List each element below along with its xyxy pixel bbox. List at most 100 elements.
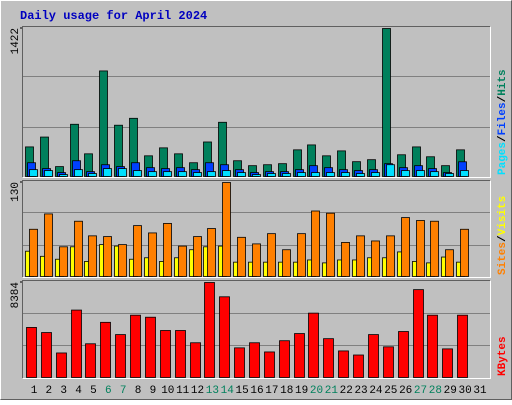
bar bbox=[401, 170, 410, 177]
bar bbox=[353, 354, 364, 378]
bar bbox=[148, 171, 157, 177]
legend-entry: Pages bbox=[497, 142, 509, 175]
bar bbox=[29, 228, 38, 277]
bar bbox=[308, 312, 319, 378]
x-tick-label: 23 bbox=[354, 385, 367, 397]
bar bbox=[88, 235, 97, 277]
x-tick-label: 30 bbox=[459, 385, 472, 397]
bar bbox=[279, 340, 290, 378]
bar bbox=[26, 327, 37, 378]
x-tick-label: 10 bbox=[161, 385, 174, 397]
legend-entry: Visits bbox=[497, 196, 509, 236]
bar bbox=[99, 70, 108, 177]
bar bbox=[383, 346, 394, 378]
plot-bevel-dark bbox=[22, 180, 491, 278]
plot-bevel-light bbox=[22, 26, 491, 178]
bar bbox=[445, 249, 454, 277]
bar bbox=[85, 343, 96, 378]
bar bbox=[297, 233, 306, 277]
bar bbox=[193, 236, 202, 277]
legend-entry: KBytes bbox=[497, 336, 509, 376]
bar bbox=[338, 350, 349, 378]
x-tick-label: 20 bbox=[310, 385, 323, 397]
bar bbox=[193, 172, 202, 177]
plot-bevel-dark bbox=[22, 280, 491, 379]
legend-entry: Hits bbox=[497, 69, 509, 95]
x-tick-label: 15 bbox=[236, 385, 249, 397]
bar bbox=[267, 173, 276, 177]
bar bbox=[74, 220, 83, 277]
bar bbox=[190, 342, 201, 378]
bar bbox=[118, 168, 127, 177]
x-tick-label: 5 bbox=[90, 385, 97, 397]
legend: Sites/Visits bbox=[497, 196, 509, 275]
legend: Pages/Files/Hits bbox=[497, 69, 509, 175]
bar bbox=[282, 173, 291, 177]
bar bbox=[323, 338, 334, 378]
x-tick-label: 13 bbox=[206, 385, 219, 397]
x-tick-label: 9 bbox=[150, 385, 157, 397]
bar bbox=[282, 249, 291, 277]
bar bbox=[44, 170, 53, 177]
bar bbox=[356, 235, 365, 277]
x-tick-label: 25 bbox=[384, 385, 397, 397]
bar bbox=[74, 169, 83, 177]
bar bbox=[249, 342, 260, 378]
bar bbox=[401, 217, 410, 277]
bar bbox=[341, 242, 350, 277]
bar bbox=[222, 182, 231, 277]
bar bbox=[204, 282, 215, 378]
bar bbox=[133, 170, 142, 177]
bar bbox=[445, 173, 454, 177]
legend-entry: Sites bbox=[497, 242, 509, 275]
bar bbox=[386, 235, 395, 277]
chart-title: Daily usage for April 2024 bbox=[20, 9, 207, 23]
x-tick-label: 31 bbox=[473, 385, 487, 397]
bar bbox=[237, 236, 246, 277]
x-tick-label: 3 bbox=[60, 385, 67, 397]
bar bbox=[44, 213, 53, 277]
bar bbox=[175, 330, 186, 378]
bar bbox=[88, 173, 97, 177]
y-tick-label: 130 bbox=[10, 182, 22, 202]
bar bbox=[460, 170, 469, 177]
bar bbox=[145, 316, 156, 378]
x-tick-label: 11 bbox=[176, 385, 190, 397]
bar bbox=[103, 168, 112, 177]
x-tick-label: 1 bbox=[31, 385, 38, 397]
bar bbox=[219, 296, 230, 378]
bar bbox=[252, 174, 261, 177]
bar bbox=[371, 172, 380, 177]
x-tick-label: 17 bbox=[265, 385, 278, 397]
bar bbox=[427, 314, 438, 378]
bar bbox=[430, 220, 439, 277]
x-tick-label: 29 bbox=[444, 385, 457, 397]
x-tick-label: 19 bbox=[295, 385, 308, 397]
plot-bevel-dark bbox=[22, 26, 491, 178]
y-tick-label: 8384 bbox=[10, 282, 22, 309]
x-tick-label: 22 bbox=[340, 385, 353, 397]
bar bbox=[222, 170, 231, 177]
x-tick-label: 14 bbox=[221, 385, 235, 397]
x-tick-label: 26 bbox=[399, 385, 412, 397]
legend-separator: / bbox=[497, 95, 509, 102]
bar bbox=[460, 228, 469, 277]
x-tick-label: 16 bbox=[250, 385, 263, 397]
legend-entry: Files bbox=[497, 102, 509, 135]
bar bbox=[207, 228, 216, 277]
bar bbox=[371, 240, 380, 277]
bar bbox=[178, 245, 187, 277]
x-tick-label: 18 bbox=[280, 385, 293, 397]
bar bbox=[341, 172, 350, 177]
x-tick-label: 6 bbox=[105, 385, 112, 397]
bar bbox=[59, 174, 68, 177]
bar bbox=[294, 333, 305, 378]
bar bbox=[416, 170, 425, 177]
bar bbox=[29, 169, 38, 177]
bar bbox=[130, 314, 141, 378]
bar bbox=[148, 232, 157, 277]
bar bbox=[311, 210, 320, 277]
bar bbox=[457, 314, 468, 378]
